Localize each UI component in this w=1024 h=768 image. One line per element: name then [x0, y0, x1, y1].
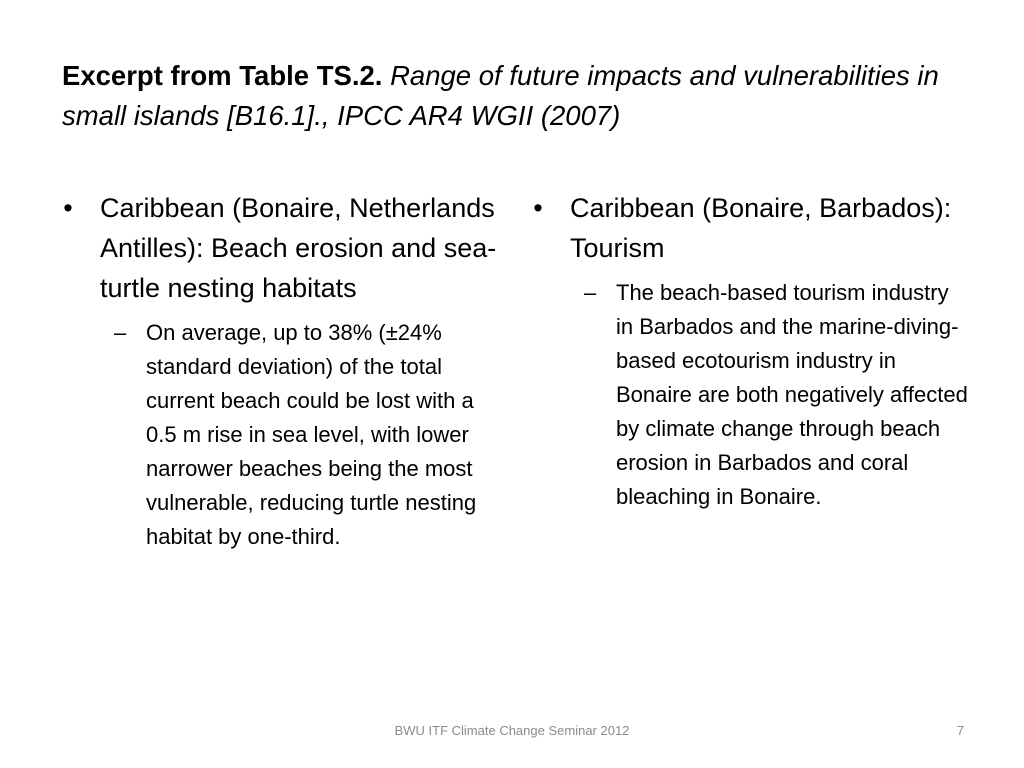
left-column: • Caribbean (Bonaire, Netherlands Antill… [58, 188, 506, 554]
bullet-text: Caribbean (Bonaire, Netherlands Antilles… [100, 193, 497, 303]
slide-footer: BWU ITF Climate Change Seminar 2012 [394, 723, 630, 738]
sub-bullet-item: – On average, up to 38% (±24% standard d… [58, 316, 506, 554]
bullet-text: Caribbean (Bonaire, Barbados): Tourism [570, 193, 952, 263]
sub-bullet-marker: – [584, 280, 597, 305]
bullet-item: • Caribbean (Bonaire, Netherlands Antill… [58, 188, 506, 308]
slide-title: Excerpt from Table TS.2. Range of future… [62, 56, 962, 136]
sub-bullet-marker: – [114, 320, 127, 345]
right-column: • Caribbean (Bonaire, Barbados): Tourism… [528, 188, 968, 514]
bullet-marker: • [63, 193, 73, 223]
page-number: 7 [956, 723, 964, 738]
sub-bullet-text: On average, up to 38% (±24% standard dev… [146, 320, 477, 549]
title-italic-part: Range of future impacts and vulnerabilit… [62, 60, 939, 131]
sub-bullet-item: – The beach-based tourism industry in Ba… [528, 276, 968, 514]
bullet-marker: • [533, 193, 543, 223]
sub-bullet-text: The beach-based tourism industry in Barb… [616, 280, 968, 509]
bullet-item: • Caribbean (Bonaire, Barbados): Tourism [528, 188, 968, 268]
title-bold-part: Excerpt from Table TS.2. [62, 60, 383, 91]
